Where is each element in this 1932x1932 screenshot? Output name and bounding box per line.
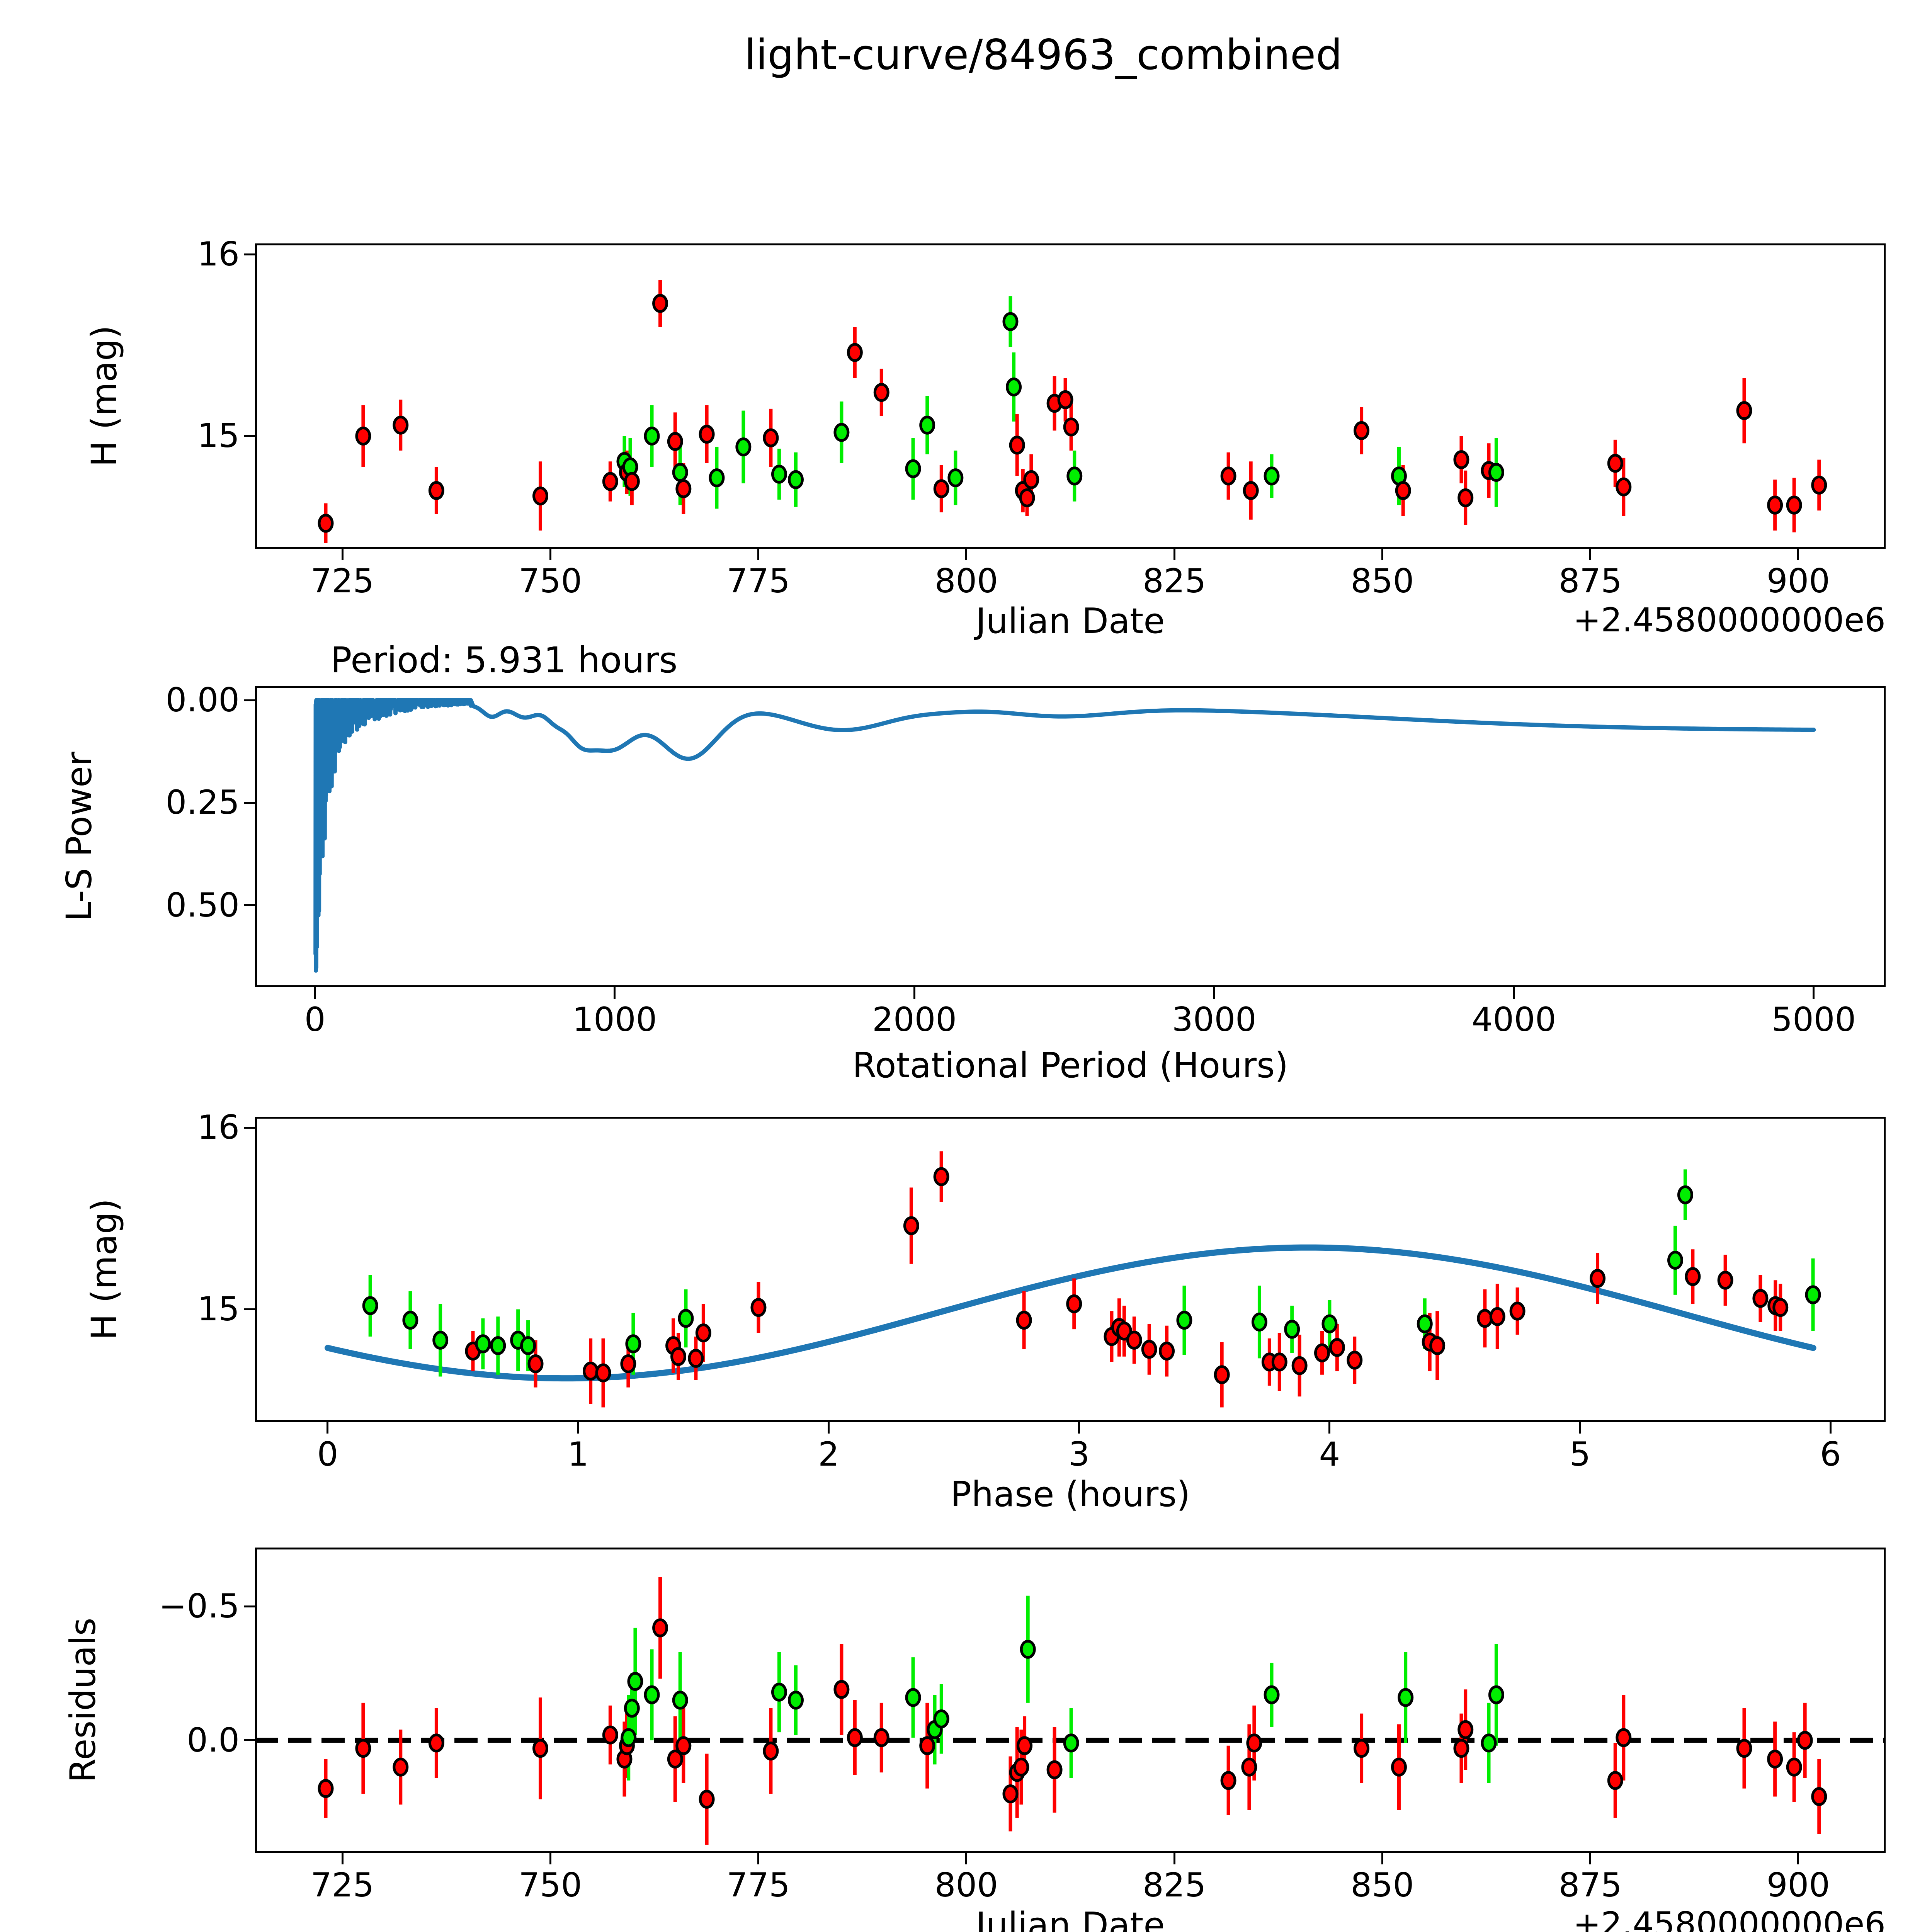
residuals-xlabel: Julian Date (976, 1905, 1165, 1932)
periodogram-plot-area (313, 698, 1816, 973)
phase-ytick: 16 (197, 1108, 240, 1147)
residuals-xtick-mark (757, 1853, 760, 1864)
residuals-xtick: 725 (310, 1866, 374, 1905)
phase-xtick-mark (827, 1422, 830, 1434)
lightcurve-xlabel: Julian Date (976, 601, 1165, 641)
residuals-ytick-mark (244, 1605, 256, 1607)
panel-residuals (255, 1548, 1886, 1853)
periodogram-xtick-mark (913, 987, 916, 999)
residuals-xtick: 850 (1350, 1866, 1414, 1905)
residuals-xtick-mark (1381, 1853, 1383, 1864)
residuals-offset-text: +2.4580000000e6 (1573, 1905, 1886, 1932)
lightcurve-xtick: 775 (726, 562, 790, 600)
phase-xlabel: Phase (hours) (950, 1474, 1190, 1515)
periodogram-xtick-mark (1213, 987, 1215, 999)
panel-periodogram (255, 686, 1886, 987)
lightcurve-ylabel: H (mag) (84, 325, 125, 467)
phase-xtick: 4 (1319, 1435, 1340, 1474)
periodogram-xtick-mark (314, 987, 316, 999)
residuals-xtick-mark (1797, 1853, 1799, 1864)
lightcurve-xtick: 875 (1558, 562, 1622, 600)
periodogram-xtick: 4000 (1471, 1000, 1556, 1039)
residuals-xtick-mark (549, 1853, 551, 1864)
residuals-xtick: 900 (1766, 1866, 1830, 1905)
periodogram-xtick-mark (1813, 987, 1815, 999)
periodogram-xtick: 2000 (872, 1000, 957, 1039)
panel-phase-folded (255, 1117, 1886, 1422)
lightcurve-xtick: 900 (1766, 562, 1830, 600)
periodogram-ytick-mark (244, 904, 256, 906)
phase-xtick-mark (577, 1422, 579, 1434)
periodogram-xtick: 5000 (1771, 1000, 1856, 1039)
lightcurve-ytick: 15 (197, 417, 240, 456)
residuals-ytick: 0.0 (187, 1721, 240, 1760)
residuals-xtick-mark (1589, 1853, 1592, 1864)
periodogram-xtick: 1000 (572, 1000, 657, 1039)
lightcurve-xtick-mark (1173, 549, 1175, 560)
residuals-plot-area (255, 1577, 1886, 1845)
lightcurve-offset-text: +2.4580000000e6 (1573, 601, 1886, 639)
residuals-xtick-mark (1173, 1853, 1175, 1864)
lightcurve-xtick-mark (1381, 549, 1383, 560)
periodogram-title: Period: 5.931 hours (330, 639, 678, 681)
lightcurve-xtick: 825 (1143, 562, 1206, 600)
figure-title: light-curve/84963_combined (744, 31, 1342, 79)
periodogram-xlabel: Rotational Period (Hours) (852, 1045, 1289, 1086)
residuals-xtick: 825 (1143, 1866, 1206, 1905)
phase-xtick: 1 (567, 1435, 589, 1474)
periodogram-xtick: 0 (304, 1000, 326, 1039)
phase-xtick: 5 (1569, 1435, 1591, 1474)
phase-xtick-mark (1078, 1422, 1080, 1434)
periodogram-axes-frame (255, 686, 1886, 987)
residuals-ytick-mark (244, 1739, 256, 1742)
periodogram-xtick: 3000 (1172, 1000, 1257, 1039)
lightcurve-ytick-mark (244, 253, 256, 255)
panel-lightcurve (255, 243, 1886, 549)
phase-xtick-mark (1328, 1422, 1331, 1434)
phase-plot-area (324, 1151, 1821, 1408)
lightcurve-xtick: 800 (934, 562, 998, 600)
phase-xtick: 3 (1068, 1435, 1090, 1474)
lightcurve-ytick: 16 (197, 235, 240, 274)
periodogram-xtick-mark (614, 987, 616, 999)
lightcurve-xtick-mark (965, 549, 968, 560)
phase-xtick-mark (1579, 1422, 1581, 1434)
periodogram-ytick: 0.00 (165, 681, 240, 720)
phase-xtick-mark (327, 1422, 329, 1434)
lightcurve-xtick: 750 (519, 562, 582, 600)
lightcurve-xtick-mark (1797, 549, 1799, 560)
residuals-xtick-mark (965, 1853, 968, 1864)
residuals-xtick: 750 (519, 1866, 582, 1905)
periodogram-ylabel: L-S Power (59, 752, 100, 922)
periodogram-ytick: 0.50 (165, 886, 240, 925)
phase-ytick-mark (244, 1126, 256, 1129)
phase-ytick-mark (244, 1308, 256, 1310)
residuals-xtick: 800 (934, 1866, 998, 1905)
lightcurve-plot-area (318, 280, 1827, 543)
lightcurve-xtick-mark (1589, 549, 1592, 560)
periodogram-ytick-mark (244, 699, 256, 701)
phase-xtick: 6 (1820, 1435, 1841, 1474)
phase-ytick: 15 (197, 1290, 240, 1329)
periodogram-ytick: 0.25 (165, 783, 240, 822)
residuals-ytick: −0.5 (159, 1587, 240, 1626)
lightcurve-xtick: 850 (1350, 562, 1414, 600)
residuals-xtick: 775 (726, 1866, 790, 1905)
lightcurve-xtick: 725 (310, 562, 374, 600)
lightcurve-xtick-mark (757, 549, 760, 560)
phase-ylabel: H (mag) (84, 1198, 125, 1340)
residuals-xtick: 875 (1558, 1866, 1622, 1905)
periodogram-ytick-mark (244, 801, 256, 804)
periodogram-xtick-mark (1513, 987, 1515, 999)
phase-xtick: 0 (317, 1435, 338, 1474)
residuals-xtick-mark (341, 1853, 344, 1864)
lightcurve-xtick-mark (341, 549, 344, 560)
phase-xtick-mark (1829, 1422, 1832, 1434)
phase-xtick: 2 (818, 1435, 839, 1474)
residuals-ylabel: Residuals (63, 1617, 104, 1783)
lightcurve-xtick-mark (549, 549, 551, 560)
lightcurve-ytick-mark (244, 435, 256, 437)
